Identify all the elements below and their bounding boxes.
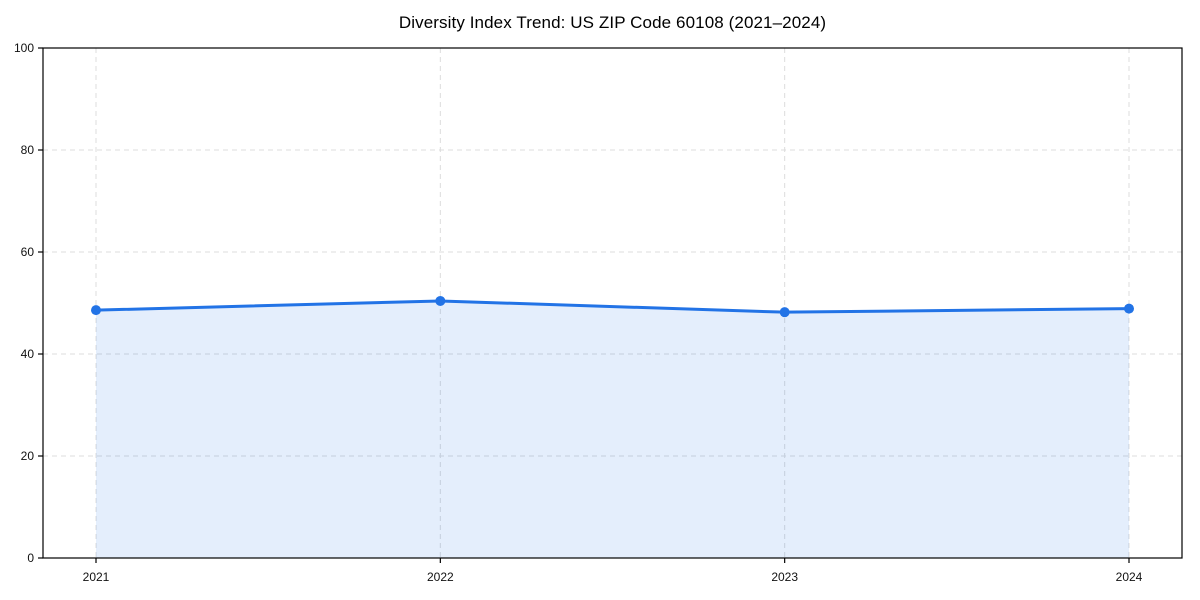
chart-title: Diversity Index Trend: US ZIP Code 60108… — [398, 13, 827, 32]
y-tick-label-60: 60 — [21, 245, 35, 259]
data-point-2023 — [779, 307, 790, 318]
plot-border — [42, 47, 1183, 559]
data-point-2024 — [1124, 303, 1134, 314]
trend-line — [94, 299, 1131, 314]
y-tick-label-80: 80 — [21, 143, 35, 157]
data-point-2022 — [435, 295, 446, 306]
x-tick-label-2024: 2024 — [1116, 570, 1143, 584]
y-tick-label-100: 100 — [14, 41, 34, 55]
data-point-2021 — [91, 305, 101, 316]
area-fill — [96, 300, 1129, 558]
x-tick-label-2021: 2021 — [83, 570, 110, 584]
x-tick-label-2023: 2023 — [771, 570, 798, 584]
y-tick-label-20: 20 — [21, 449, 35, 463]
x-tick-label-2022: 2022 — [427, 570, 454, 584]
y-tick-label-0: 0 — [27, 551, 34, 565]
y-tick-label-40: 40 — [21, 347, 35, 361]
